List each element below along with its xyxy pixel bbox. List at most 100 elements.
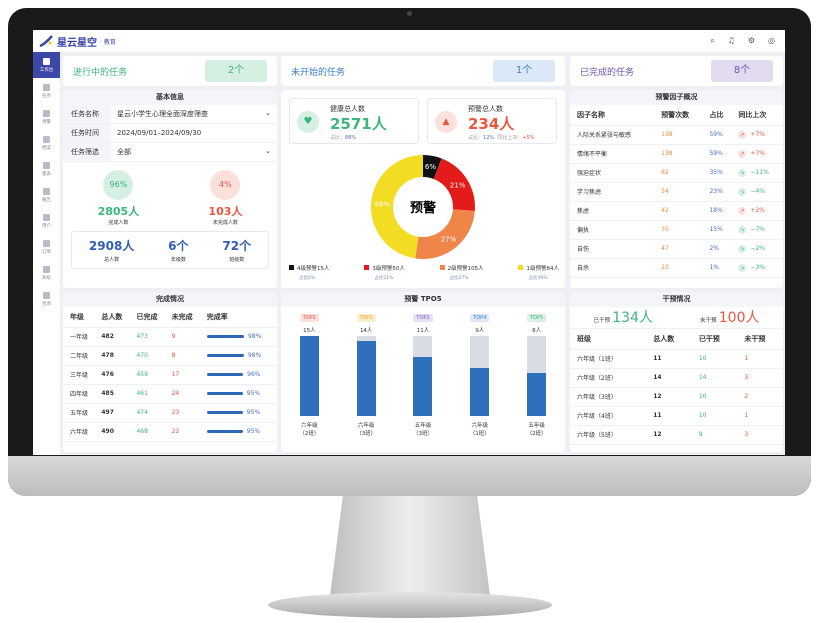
table-cell: 五年级 [63, 403, 95, 423]
top-item[interactable]: TOP3 11人 五年级 （3班） [403, 314, 443, 449]
table-row[interactable]: 强迫症状 82 35% ↘ −11% [570, 163, 783, 183]
intervention-panel: 干预情况 已干预 134人 未干预 100人 班级 总人数 已干预 未干预 六年级（1班… [570, 292, 783, 452]
table-row[interactable]: 六年级（3班） 12 10 2 [570, 387, 783, 407]
table-cell: 偏执 [570, 220, 655, 240]
bar-class-label: （1班） [469, 431, 490, 437]
task-label: 进行中的任务 [73, 67, 128, 78]
table-row[interactable]: 六年级（2班） 14 14 3 [570, 368, 783, 388]
legend-item[interactable]: 2级预警105人 占比27% [439, 264, 484, 281]
legend-swatch [439, 265, 445, 270]
table-row[interactable]: 自伤 47 2% ↘ −2% [570, 239, 783, 259]
table-cell: 47 [654, 239, 703, 259]
sidebar-item[interactable]: 量表 [33, 156, 60, 182]
legend-label: 3级预警50人 [372, 266, 405, 272]
table-cell: 23 [164, 403, 200, 423]
search-icon[interactable]: ⌕ [710, 36, 715, 45]
rank-tag: TOP5 [526, 314, 547, 322]
done-label: 完成人数 [108, 220, 129, 226]
intervention-table: 班级 总人数 已干预 未干预 六年级（1班） 11 10 1 六年级（2班） 14 14 3 六年级（3… [570, 329, 783, 445]
table-row[interactable]: 人际关系紧张与敏感 138 59% ↗ +7% [570, 125, 783, 145]
bar-value-label: 9人 [475, 328, 485, 334]
sidebar-item[interactable]: 订单 [33, 234, 60, 260]
completion-table: 年级 总人数 已完成 未完成 完成率 一年级 482 473 9 98% 二年级 478 470 8 98%… [63, 307, 277, 442]
table-cell: 1% [702, 258, 732, 278]
warning-cmp: +5% [522, 135, 535, 141]
donut-slice[interactable] [423, 155, 442, 179]
sidebar-item[interactable]: 任务 [33, 78, 60, 104]
menu-icon [43, 57, 50, 65]
top-item[interactable]: TOP5 8人 五年级 （2班） [517, 314, 557, 449]
factor-panel: 预警因子概况 因子名称 预警次数 占比 同比上次 人际关系紧张与敏感 138 59% ↗ +7%… [570, 90, 783, 288]
top-item[interactable]: TOP2 14人 六年级 （3班） [346, 314, 386, 449]
top-item[interactable]: TOP4 9人 六年级 （1班） [460, 314, 500, 449]
table-row[interactable]: 焦虑 42 18% ↗ +2% [570, 201, 783, 221]
bell-icon[interactable]: ♫ [727, 36, 735, 45]
bar-track [527, 336, 547, 416]
warning-value: 234人 [468, 115, 515, 133]
sidebar-item[interactable]: 咨询 [33, 286, 60, 312]
table-row[interactable]: 二年级 478 470 8 98% [63, 346, 277, 366]
table-cell: 一年级 [63, 327, 95, 347]
field-value: 2024/09/01–2024/09/30 [117, 129, 202, 137]
bar [527, 373, 547, 416]
chevron-down-icon[interactable]: ⌄ [265, 109, 271, 117]
table-cell: 三年级 [63, 365, 95, 385]
table-row[interactable]: 六年级（1班） 11 10 1 [570, 349, 783, 369]
bar [299, 336, 319, 416]
task-card[interactable]: 已完成的任务 8个 [570, 56, 783, 86]
sidebar-item[interactable]: 系统 [33, 260, 60, 286]
info-field[interactable]: 任务筛选 全部 ⌄ [63, 143, 277, 162]
intervened-count: 134人 [612, 310, 653, 326]
donut-slice[interactable] [370, 155, 423, 259]
table-row[interactable]: 五年级 497 474 23 95% [63, 403, 277, 423]
legend-item[interactable]: 4级预警15人 占比6% [289, 264, 330, 281]
top-item[interactable]: TOP1 15人 六年级 （2班） [289, 314, 329, 449]
bar-track [413, 336, 433, 416]
table-cell: 焦虑 [570, 201, 655, 221]
table-row[interactable]: 六年级 490 468 22 95% [63, 422, 277, 442]
sidebar-item[interactable]: 用户 [33, 208, 60, 234]
table-row[interactable]: 六年级（4班） 11 10 1 [570, 406, 783, 426]
donut-slice[interactable] [433, 158, 475, 211]
dashboard-screen: 星云星空 · 教育 ⌕ ♫ ⚙ ◎ 工作台 任务 预警 档案 量表 报告 用户 订单 系统 咨询 … [33, 30, 785, 455]
legend-item[interactable]: 1级预警84人 占比49% [518, 264, 559, 281]
table-row[interactable]: 偏执 35 15% ↘ −7% [570, 220, 783, 240]
user-icon[interactable]: ◎ [768, 36, 775, 45]
table-cell: 23% [702, 182, 732, 202]
table-row[interactable]: 六年级（5班） 12 9 3 [570, 425, 783, 445]
table-row[interactable]: 一年级 482 473 9 98% [63, 327, 277, 347]
table-row[interactable]: 情绪不平衡 138 59% ↗ +7% [570, 144, 783, 164]
table-row[interactable]: 学习焦虑 54 23% ↘ −4% [570, 182, 783, 202]
table-row[interactable]: 四年级 485 461 24 95% [63, 384, 277, 404]
chevron-down-icon[interactable]: ⌄ [265, 147, 271, 155]
change-value: +7% [750, 130, 765, 138]
donut-slice[interactable] [415, 209, 475, 259]
table-cell: 3 [737, 425, 783, 445]
sidebar-item[interactable]: 预警 [33, 104, 60, 130]
sidebar-item[interactable]: 报告 [33, 182, 60, 208]
field-label: 任务筛选 [63, 143, 111, 161]
progress-bar [206, 430, 243, 433]
info-field[interactable]: 任务名称 星云小学生心理全面深度筛查 ⌄ [63, 105, 277, 124]
progress-bar [206, 373, 244, 376]
settings-icon[interactable]: ⚙ [747, 36, 756, 45]
table-cell: 138 [654, 125, 703, 145]
table-row[interactable]: 三年级 476 459 17 96% [63, 365, 277, 385]
monitor-stand [330, 496, 490, 596]
field-label: 任务时间 [63, 124, 111, 142]
table-row[interactable]: 自杀 23 1% ↘ −3% [570, 258, 783, 278]
table-cell: 82 [654, 163, 703, 183]
sidebar-item[interactable]: 工作台 [33, 52, 60, 78]
table-cell: 情绪不平衡 [570, 144, 655, 164]
menu-icon [43, 135, 50, 143]
task-card[interactable]: 未开始的任务 1个 [281, 56, 565, 86]
chart-legend: 4级预警15人 占比6% 3级预警50人 占比21% 2级预警105人 占比27% 1级预警… [289, 264, 559, 281]
sidebar-item[interactable]: 档案 [33, 130, 60, 156]
table-cell: 482 [94, 327, 130, 347]
table-cell: 六年级（5班） [570, 425, 647, 445]
task-card[interactable]: 进行中的任务 2个 [63, 56, 277, 86]
done-percent: 96% [103, 170, 134, 200]
legend-item[interactable]: 3级预警50人 占比21% [364, 264, 405, 281]
table-cell: 476 [94, 365, 130, 385]
change-value: +7% [750, 149, 765, 157]
